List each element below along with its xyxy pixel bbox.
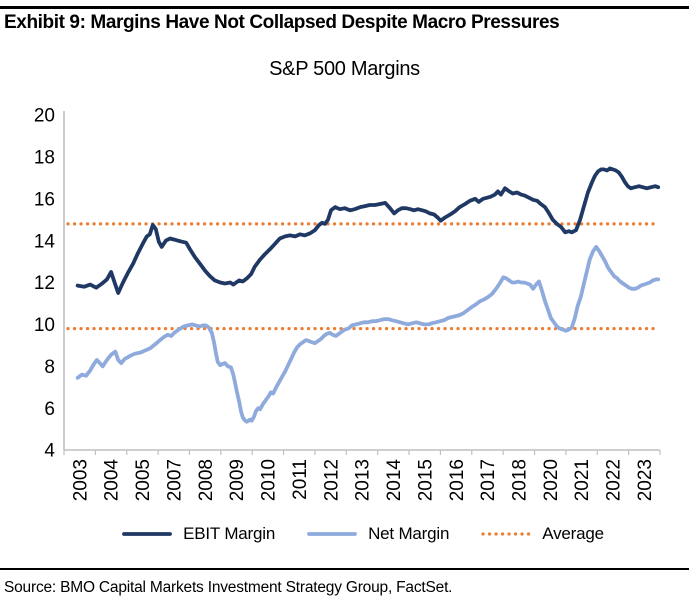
legend-swatch-line	[307, 532, 357, 536]
top-rule	[0, 6, 689, 9]
legend-swatch-dotted-line	[481, 532, 531, 536]
x-tick-label: 2017	[478, 459, 499, 501]
legend-item-average: Average	[479, 524, 604, 544]
x-tick-label: 2004	[102, 459, 123, 502]
y-tick-label: 6	[44, 399, 55, 420]
y-tick-label: 4	[44, 441, 55, 462]
legend-label: Net Margin	[368, 524, 450, 543]
x-tick-label: 2016	[447, 459, 468, 501]
exhibit-title: Exhibit 9: Margins Have Not Collapsed De…	[4, 12, 560, 33]
x-tick-label: 2011	[290, 459, 311, 500]
legend-label: Average	[542, 524, 604, 543]
net-margin-line	[75, 245, 661, 424]
chart-title: S&P 500 Margins	[269, 58, 420, 80]
x-tick-label: 2008	[196, 459, 217, 501]
x-tick-label: 2022	[604, 459, 625, 501]
y-tick-label: 10	[34, 315, 55, 336]
chart-legend: EBIT Margin Net Margin Average	[64, 524, 660, 544]
x-tick-label: 2005	[133, 459, 154, 501]
x-tick-label: 2021	[572, 459, 593, 501]
y-tick-label: 8	[44, 357, 55, 378]
source-note: Source: BMO Capital Markets Investment S…	[4, 579, 453, 596]
y-tick-label: 18	[34, 148, 55, 169]
legend-swatch-line	[122, 532, 173, 536]
x-tick-label: 2015	[415, 459, 436, 501]
x-tick-label: 2012	[321, 459, 342, 501]
x-tick-label: 2023	[635, 459, 656, 501]
y-tick-label: 12	[34, 273, 55, 294]
y-tick-label: 16	[34, 189, 55, 210]
x-tick-label: 2007	[164, 459, 185, 501]
x-tick-label: 2013	[353, 459, 374, 501]
y-tick-label: 14	[34, 231, 56, 252]
x-tick-label: 2009	[227, 459, 248, 501]
y-tick-label: 20	[34, 106, 55, 127]
x-tick-label: 2018	[509, 459, 530, 501]
bottom-rule	[0, 568, 689, 570]
x-tick-label: 2014	[384, 459, 405, 502]
ebit-margin-line	[75, 166, 661, 295]
x-tick-label: 2003	[70, 459, 91, 501]
legend-item-net-margin: Net Margin	[305, 524, 449, 544]
legend-item-ebit-margin: EBIT Margin	[120, 524, 275, 544]
x-tick-label: 2020	[541, 459, 562, 501]
legend-label: EBIT Margin	[183, 524, 276, 543]
x-tick-label: 2010	[259, 459, 280, 501]
